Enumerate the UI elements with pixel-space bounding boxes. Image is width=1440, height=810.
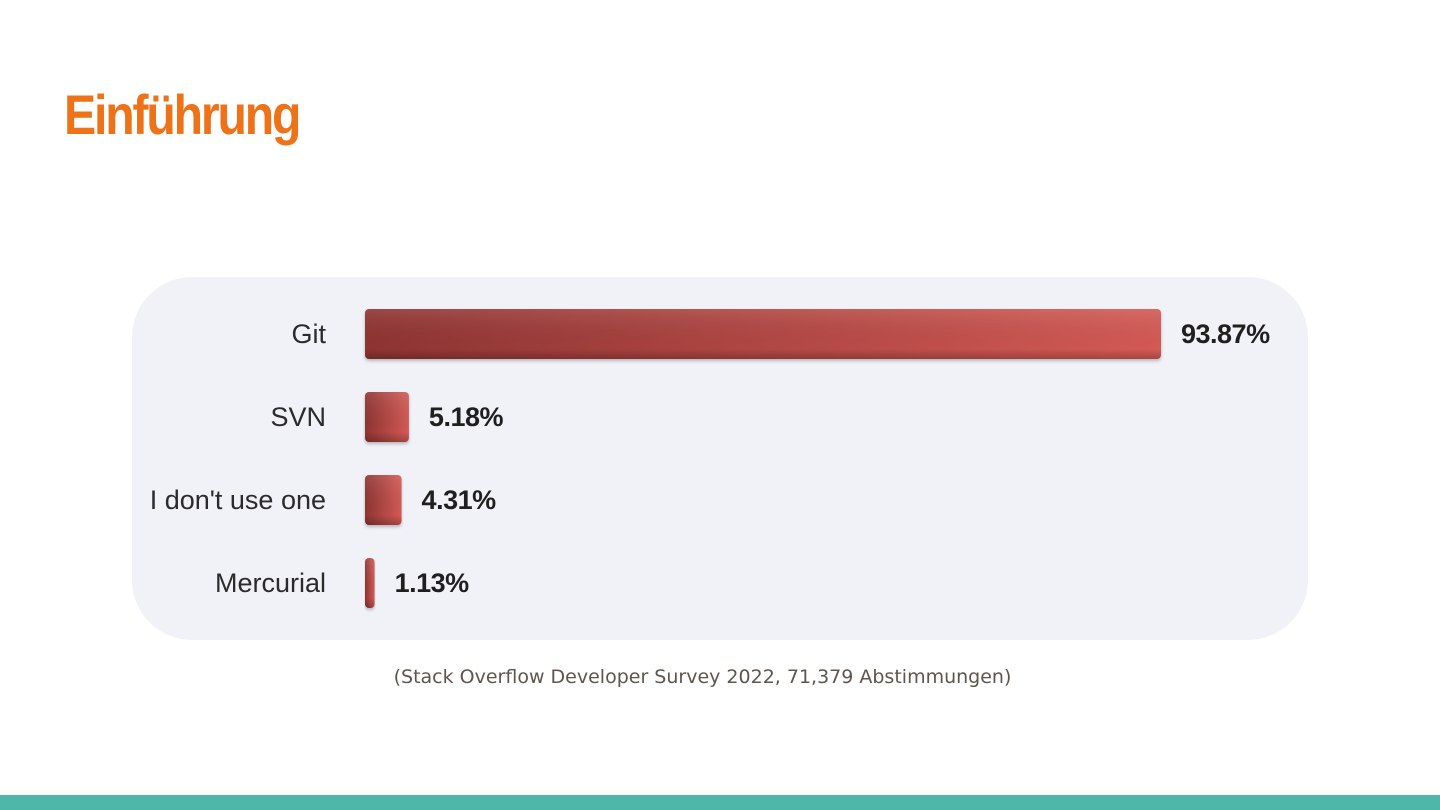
- category-label-svn: SVN: [270, 402, 326, 432]
- value-label-git: 93.87%: [1181, 319, 1270, 349]
- category-label-i-don-t-use-one: I don't use one: [150, 485, 326, 515]
- source-caption: (Stack Overflow Developer Survey 2022, 7…: [393, 666, 1012, 688]
- bar-shade-git: [365, 309, 1161, 359]
- value-label-i-don-t-use-one: 4.31%: [422, 485, 497, 515]
- bar-mercurial: [365, 558, 375, 608]
- bar-svn: [365, 392, 409, 442]
- bar-shade-mercurial: [365, 558, 375, 608]
- chart-panel: Git 93.87% SVN 5.18% I don't use one 4.31% Mer…: [132, 277, 1308, 640]
- slide-title: Einführung: [64, 83, 301, 146]
- value-label-svn: 5.18%: [429, 402, 504, 432]
- value-label-mercurial: 1.13%: [395, 568, 470, 598]
- bar-shade-svn: [365, 392, 409, 442]
- footer-bar: [0, 795, 1440, 810]
- bar-i-don-t-use-one: [365, 475, 402, 525]
- bar-chart: Git 93.87% SVN 5.18% I don't use one 4.31% Mer…: [150, 309, 1271, 608]
- bar-git: [365, 309, 1161, 359]
- category-label-mercurial: Mercurial: [215, 568, 326, 598]
- bar-shade-i-don-t-use-one: [365, 475, 402, 525]
- category-label-git: Git: [291, 319, 326, 349]
